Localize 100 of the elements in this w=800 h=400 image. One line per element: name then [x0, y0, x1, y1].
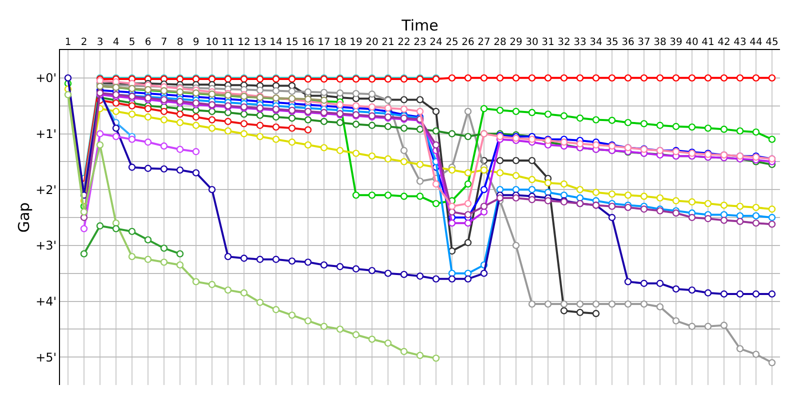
point — [368, 122, 376, 129]
point — [512, 186, 520, 194]
point — [416, 96, 424, 104]
point — [368, 152, 376, 160]
point — [688, 74, 696, 82]
point — [464, 132, 472, 140]
point — [464, 108, 472, 116]
point — [80, 225, 88, 232]
point — [352, 90, 360, 98]
x-tick-label: 45 — [766, 37, 778, 48]
x-tick-label: 8 — [176, 37, 184, 48]
point — [576, 308, 584, 316]
x-tick-label: 21 — [382, 37, 394, 48]
point — [208, 116, 216, 124]
x-tick-label: 1 — [64, 37, 72, 48]
x-tick-label: 41 — [702, 37, 714, 48]
point — [320, 144, 328, 152]
point — [512, 108, 520, 116]
x-tick-label: 44 — [750, 37, 762, 48]
point — [304, 88, 312, 96]
y-tick-label: +4' — [36, 294, 57, 308]
point — [256, 132, 264, 140]
point — [720, 216, 728, 224]
point — [736, 202, 744, 210]
point — [768, 136, 776, 143]
point — [256, 298, 264, 306]
point — [96, 222, 104, 230]
point — [288, 312, 296, 319]
x-tick-label: 23 — [414, 37, 426, 48]
point — [112, 219, 120, 227]
point — [624, 278, 632, 286]
point — [752, 219, 760, 227]
point — [352, 265, 360, 272]
point — [608, 202, 616, 210]
point — [528, 108, 536, 116]
point — [752, 204, 760, 212]
point — [384, 192, 392, 199]
point — [416, 352, 424, 360]
point — [464, 239, 472, 246]
point — [160, 258, 168, 266]
y-axis-title: Gap — [14, 202, 33, 233]
point — [432, 200, 440, 208]
point — [512, 242, 520, 250]
point — [176, 250, 184, 258]
point — [448, 219, 456, 227]
point — [528, 186, 536, 194]
point — [496, 194, 504, 202]
point — [208, 280, 216, 288]
point — [336, 263, 344, 270]
point — [160, 165, 168, 173]
point — [256, 86, 264, 94]
point — [736, 290, 744, 298]
x-tick-label: 15 — [286, 37, 298, 48]
point — [768, 290, 776, 298]
x-tick-label: 3 — [96, 37, 104, 48]
point — [656, 303, 664, 310]
point — [688, 322, 696, 330]
point — [192, 278, 200, 286]
point — [352, 331, 360, 338]
point — [480, 208, 488, 216]
point — [704, 322, 712, 330]
point — [208, 124, 216, 132]
point — [720, 290, 728, 298]
x-tick-label: 18 — [334, 37, 346, 48]
point — [576, 186, 584, 194]
point — [768, 206, 776, 213]
point — [256, 122, 264, 129]
point — [384, 122, 392, 130]
point — [672, 74, 680, 82]
point — [448, 166, 456, 174]
point — [208, 108, 216, 116]
point — [656, 194, 664, 202]
x-tick-label: 43 — [734, 37, 746, 48]
point — [464, 270, 472, 277]
point — [576, 140, 584, 148]
point — [688, 198, 696, 206]
point — [304, 116, 312, 124]
point — [160, 116, 168, 124]
x-tick-label: 2 — [80, 37, 88, 48]
point — [736, 212, 744, 220]
point — [608, 74, 616, 82]
point — [112, 124, 120, 132]
point — [608, 300, 616, 308]
point — [256, 112, 264, 119]
point — [80, 250, 88, 258]
point — [464, 219, 472, 227]
point — [288, 257, 296, 265]
point — [384, 104, 392, 112]
point — [640, 192, 648, 200]
point — [288, 124, 296, 132]
point — [432, 108, 440, 116]
point — [336, 101, 344, 108]
x-tick-label: 4 — [112, 37, 120, 48]
point — [768, 214, 776, 222]
x-tick-label: 27 — [478, 37, 490, 48]
point — [416, 108, 424, 116]
point — [96, 130, 104, 138]
point — [736, 74, 744, 82]
point — [256, 256, 264, 263]
point — [640, 74, 648, 82]
